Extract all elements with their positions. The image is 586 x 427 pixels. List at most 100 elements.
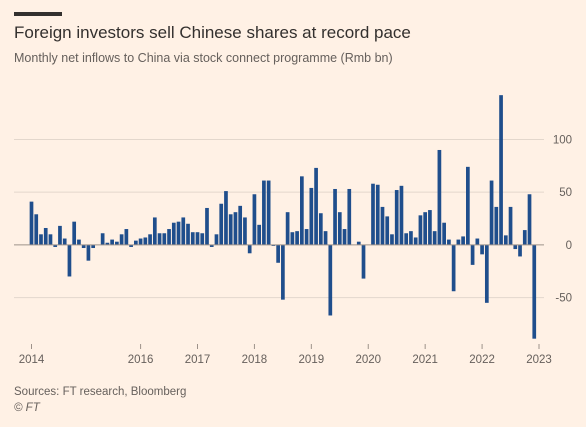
bar <box>499 95 503 245</box>
y-tick-label: 0 <box>566 240 572 252</box>
bar <box>347 188 352 245</box>
bar <box>508 206 513 245</box>
bar <box>413 237 418 245</box>
bar <box>86 244 91 261</box>
bar <box>475 238 480 245</box>
bar <box>304 229 309 245</box>
bar <box>247 244 252 254</box>
bar <box>328 244 333 316</box>
bar <box>451 244 456 292</box>
bar <box>257 224 262 245</box>
x-tick-label: 2023 <box>526 354 552 366</box>
bar <box>119 234 124 245</box>
x-tick-label: 2017 <box>185 354 211 366</box>
bar <box>489 180 494 245</box>
bar <box>190 232 195 245</box>
bar <box>290 232 295 245</box>
bar <box>371 183 375 245</box>
bar <box>181 217 186 245</box>
bar <box>209 244 214 247</box>
bar <box>527 194 532 245</box>
x-tick-label: 2021 <box>412 354 438 366</box>
bar <box>356 241 361 245</box>
bar <box>29 201 34 245</box>
chart-title: Foreign investors sell Chinese shares at… <box>14 23 411 42</box>
bar <box>394 190 399 245</box>
bar <box>186 223 190 245</box>
bar <box>129 244 133 247</box>
x-tick-label: 2016 <box>128 354 154 366</box>
chart-subtitle: Monthly net inflows to China via stock c… <box>14 51 393 65</box>
bar <box>266 180 271 245</box>
bar <box>72 221 77 245</box>
bar <box>375 184 380 245</box>
bar <box>81 244 86 249</box>
bar <box>77 239 81 245</box>
bar <box>432 231 437 245</box>
bar <box>300 176 304 245</box>
bar <box>200 233 205 245</box>
bar <box>418 215 423 245</box>
bar <box>152 217 157 245</box>
bar <box>404 233 409 245</box>
bar <box>48 234 53 245</box>
bar <box>171 222 176 245</box>
bar <box>243 217 247 245</box>
bar <box>271 244 276 246</box>
bar <box>219 203 224 245</box>
bar <box>456 239 461 245</box>
bar <box>503 235 508 245</box>
bar <box>484 244 489 303</box>
bar <box>224 191 228 245</box>
bar <box>513 244 518 250</box>
bar <box>437 149 442 245</box>
bar <box>318 213 323 245</box>
bar <box>167 229 171 245</box>
bar <box>124 229 129 245</box>
bar <box>176 221 181 245</box>
bar <box>262 180 266 245</box>
bar <box>361 244 366 279</box>
bar <box>53 244 58 247</box>
x-tick-label: 2014 <box>19 354 45 366</box>
bar <box>228 214 233 245</box>
bar <box>148 234 152 245</box>
bar <box>466 166 470 245</box>
bar <box>195 232 200 245</box>
x-tick-label: 2019 <box>299 354 325 366</box>
x-tick-label: 2018 <box>242 354 268 366</box>
bar <box>214 234 219 245</box>
bar <box>110 239 114 245</box>
bar <box>461 236 465 245</box>
bar <box>281 244 285 300</box>
bar <box>447 239 451 245</box>
x-tick-label: 2020 <box>355 354 381 366</box>
bar <box>276 244 280 263</box>
bar <box>233 212 238 245</box>
bar <box>238 205 243 245</box>
copyright-note: © FT <box>14 402 40 414</box>
bar <box>105 242 110 245</box>
bar <box>399 185 404 245</box>
bar <box>494 206 499 245</box>
bar <box>205 207 209 245</box>
bar <box>442 222 446 245</box>
bar <box>385 216 390 245</box>
bar <box>162 233 167 245</box>
bar <box>342 229 347 245</box>
ft-brand-bar <box>14 12 62 16</box>
bar <box>390 234 394 245</box>
bar <box>409 231 413 245</box>
bar <box>34 214 39 245</box>
bar <box>115 241 119 245</box>
bar <box>295 231 299 245</box>
bar <box>337 212 342 245</box>
bar <box>138 238 143 245</box>
bar <box>285 212 290 245</box>
bar <box>39 234 43 245</box>
bar <box>522 230 527 245</box>
bar <box>323 231 328 245</box>
bar <box>470 244 475 265</box>
bar <box>43 227 48 245</box>
